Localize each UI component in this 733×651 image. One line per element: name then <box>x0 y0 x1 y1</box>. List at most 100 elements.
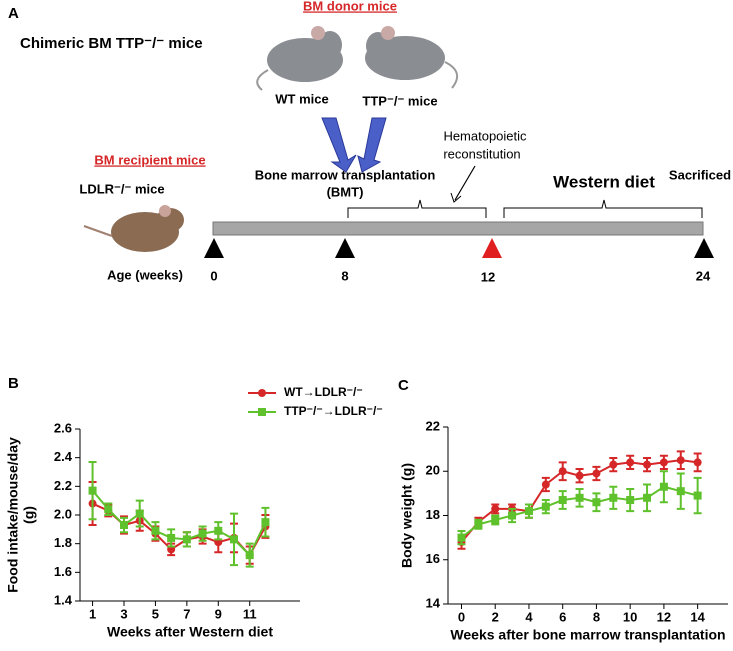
y-axis-label: Food intake/mouse/day <box>5 437 21 593</box>
arrow <box>321 117 357 173</box>
pointer <box>450 192 462 203</box>
marker <box>693 458 702 467</box>
y-tick-label: 2.6 <box>54 420 72 435</box>
panel-label: B <box>8 375 19 392</box>
marker <box>182 535 191 544</box>
x-tick-label: 8 <box>593 609 600 624</box>
marker <box>167 533 176 542</box>
marker <box>88 486 97 495</box>
sacrificed: Sacrificed <box>669 167 731 182</box>
marker <box>676 456 685 465</box>
y-tick-label: 1.6 <box>54 564 72 579</box>
marker <box>214 526 223 535</box>
marker <box>693 491 702 500</box>
arrow <box>357 117 387 173</box>
x-tick-label: 14 <box>690 609 705 624</box>
mouse-icon <box>256 26 343 91</box>
marker <box>120 521 128 530</box>
age: 0 <box>210 268 217 283</box>
triangle <box>482 238 502 258</box>
x-tick-label: 7 <box>183 606 190 621</box>
y-axis-label: Body weight (g) <box>399 463 415 568</box>
panel-label: C <box>398 377 409 394</box>
x-tick-label: 3 <box>120 606 127 621</box>
marker <box>626 496 635 505</box>
y-tick-label: 1.4 <box>54 592 73 607</box>
x-tick-label: 2 <box>492 609 499 624</box>
reconstitution: Hematopoietic <box>443 128 527 143</box>
marker <box>541 502 550 511</box>
triangle <box>335 238 355 258</box>
age: 8 <box>341 268 348 283</box>
marker <box>558 467 567 476</box>
marker <box>135 509 144 518</box>
donor-heading: BM donor mice <box>303 0 397 13</box>
triangle <box>204 238 224 258</box>
reconstitution: reconstitution <box>443 146 520 161</box>
marker <box>104 505 113 514</box>
legend-marker <box>258 408 266 416</box>
marker <box>575 471 584 480</box>
series-line <box>92 502 267 557</box>
legend-label: TTP⁻/⁻→LDLR⁻/⁻ <box>284 404 383 418</box>
brace <box>347 199 487 218</box>
recipient-heading: BM recipient mice <box>94 152 205 167</box>
x-tick-label: 11 <box>243 606 257 621</box>
marker <box>198 529 207 538</box>
y-tick-label: 20 <box>426 463 440 478</box>
age: 12 <box>481 269 495 284</box>
y-axis-label: (g) <box>21 506 37 524</box>
mouse-icon <box>365 26 459 89</box>
pointer <box>454 165 476 201</box>
marker <box>457 533 466 542</box>
marker <box>592 498 601 507</box>
diet: Western diet <box>553 172 655 191</box>
marker <box>558 496 567 505</box>
marker <box>575 493 584 502</box>
x-tick-label: 6 <box>559 609 566 624</box>
y-tick-label: 16 <box>426 551 440 566</box>
marker <box>676 487 685 496</box>
triangle <box>694 238 714 258</box>
panel-label: A <box>8 5 19 22</box>
marker <box>659 482 668 491</box>
marker <box>659 458 668 467</box>
age-label: Age (weeks) <box>107 267 183 282</box>
y-tick-label: 2.0 <box>54 506 72 521</box>
marker <box>643 460 652 469</box>
x-tick-label: 4 <box>525 609 533 624</box>
x-tick-label: 9 <box>215 606 222 621</box>
marker <box>508 511 517 520</box>
recipient: LDLR⁻/⁻ mice <box>79 181 164 196</box>
marker <box>491 515 500 524</box>
x-tick-label: 0 <box>458 609 465 624</box>
marker <box>609 460 618 469</box>
marker <box>474 520 483 529</box>
x-axis-label: Weeks after bone marrow transplantation <box>450 627 725 643</box>
y-tick-label: 18 <box>426 507 440 522</box>
x-axis-label: Weeks after Western diet <box>107 624 273 640</box>
marker <box>592 469 601 478</box>
y-tick-label: 14 <box>426 595 441 610</box>
marker <box>524 507 533 516</box>
title: Chimeric BM TTP⁻/⁻ mice <box>20 35 203 52</box>
x-tick-label: 12 <box>657 609 671 624</box>
bmt: (BMT) <box>327 184 364 199</box>
marker <box>230 535 238 544</box>
marker <box>245 551 254 560</box>
x-tick-label: 10 <box>623 609 637 624</box>
donor-wt: WT mice <box>275 91 328 106</box>
brace <box>503 199 703 218</box>
legend-marker <box>258 389 266 397</box>
marker <box>541 480 550 489</box>
age: 24 <box>696 268 711 283</box>
donor-ttp: TTP⁻/⁻ mice <box>362 93 437 108</box>
bmt: Bone marrow transplantation <box>255 167 436 182</box>
marker <box>491 504 500 513</box>
marker <box>151 526 160 535</box>
marker <box>626 458 635 467</box>
y-tick-label: 1.8 <box>54 535 72 550</box>
y-tick-label: 2.4 <box>54 449 73 464</box>
marker <box>261 518 270 527</box>
